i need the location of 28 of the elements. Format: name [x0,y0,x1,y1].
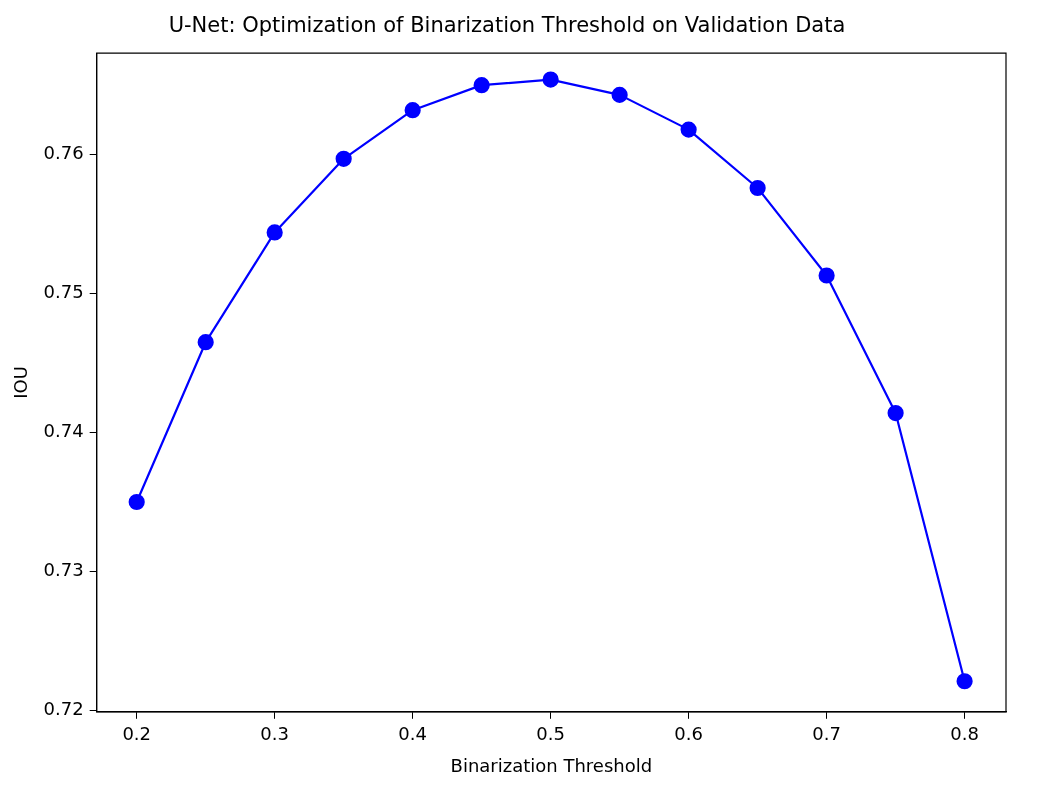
x-tick-label: 0.4 [398,723,427,745]
x-axis-title: Binarization Threshold [450,754,653,776]
point [749,179,766,197]
point [197,334,214,351]
y-tick-label: 0.74 [43,420,84,442]
point [128,493,145,511]
point [611,86,628,103]
point [266,224,283,241]
chart-title: U-Net: Optimization of Binarization Threshold on Validation Data [168,13,846,38]
point [818,267,835,284]
point [680,121,697,138]
y-tick-label: 0.76 [43,142,84,164]
y-tick-label: 0.72 [43,698,84,720]
point [473,77,490,94]
point [542,71,559,88]
point [335,150,352,167]
x-tick-label: 0.7 [812,723,841,745]
x-tick-label: 0.3 [260,723,289,745]
x-tick-label: 0.2 [122,723,152,745]
x-tick-label: 0.6 [674,723,703,745]
y-tick-label: 0.75 [43,281,84,303]
point [404,102,421,119]
y-axis-title: IOU [10,366,32,399]
point [887,404,904,422]
x-tick-label: 0.5 [536,723,565,745]
point [956,673,973,690]
y-tick-label: 0.73 [43,559,84,581]
x-tick-label: 0.8 [950,723,979,745]
